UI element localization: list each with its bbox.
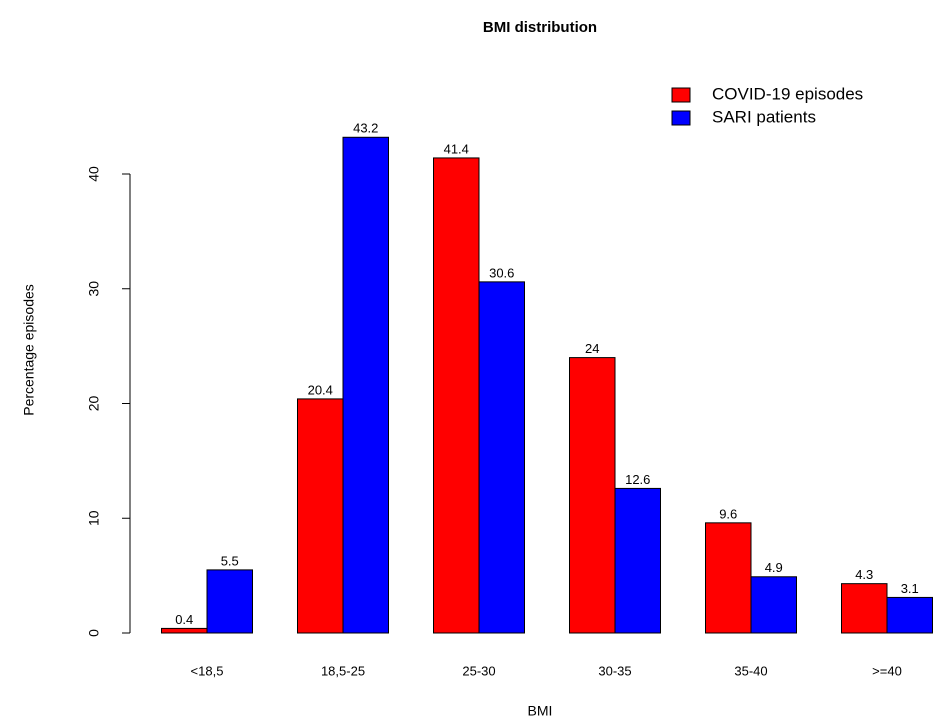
x-tick-label: 35-40: [734, 663, 767, 678]
value-label: 4.9: [765, 560, 783, 575]
x-tick-label: 25-30: [462, 663, 495, 678]
value-label: 24: [585, 341, 599, 356]
bar: [750, 576, 797, 634]
value-label: 9.6: [719, 506, 737, 521]
x-tick-label: <18,5: [191, 663, 224, 678]
legend-swatch: [671, 110, 691, 126]
x-tick-label: 30-35: [598, 663, 631, 678]
y-tick-label: 20: [86, 396, 102, 412]
x-tick-label: >=40: [872, 663, 902, 678]
legend-label: SARI patients: [712, 107, 816, 126]
bar: [433, 157, 480, 634]
value-label: 0.4: [175, 612, 193, 627]
value-label: 4.3: [855, 567, 873, 582]
y-tick-label: 30: [86, 281, 102, 297]
bar: [886, 596, 933, 634]
y-axis-label: Percentage episodes: [21, 284, 37, 416]
value-label: 30.6: [489, 265, 514, 280]
chart-title: BMI distribution: [483, 19, 597, 36]
value-label: 20.4: [308, 382, 333, 397]
bar: [569, 357, 616, 634]
bar: [478, 281, 525, 634]
y-tick-label: 10: [86, 510, 102, 526]
bar: [342, 136, 389, 634]
bar: [297, 398, 344, 634]
legend-label: COVID-19 episodes: [712, 84, 863, 103]
bar: [614, 487, 661, 634]
y-tick-label: 40: [86, 166, 102, 182]
value-label: 3.1: [901, 581, 919, 596]
value-label: 43.2: [353, 121, 378, 136]
bar: [841, 583, 888, 634]
bar: [206, 569, 253, 634]
value-label: 5.5: [221, 553, 239, 568]
legend-swatch: [671, 87, 691, 103]
y-tick-label: 0: [86, 629, 102, 637]
value-label: 12.6: [625, 472, 650, 487]
x-tick-label: 18,5-25: [321, 663, 365, 678]
bar: [161, 627, 208, 634]
bar: [705, 522, 752, 634]
x-axis-label: BMI: [528, 703, 553, 719]
value-label: 41.4: [444, 141, 469, 156]
